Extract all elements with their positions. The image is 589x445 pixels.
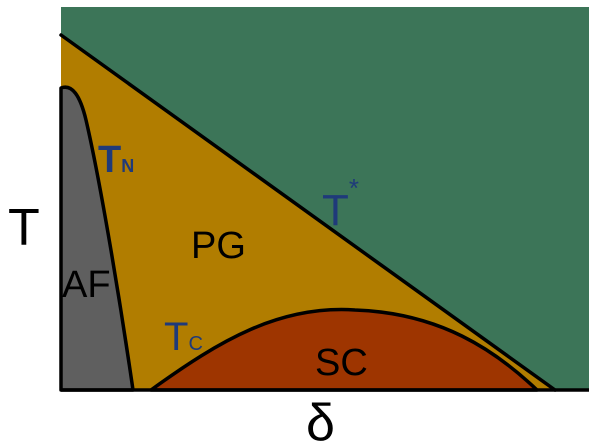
tn-main: T bbox=[98, 139, 121, 181]
tstar-line-label: T* bbox=[322, 173, 359, 235]
tstar-main: T bbox=[322, 186, 349, 235]
y-axis-label: T bbox=[8, 199, 40, 257]
tn-subscript: N bbox=[121, 156, 134, 176]
sc-region-label: SC bbox=[315, 342, 368, 384]
pg-region-label: PG bbox=[191, 225, 246, 267]
x-axis-label: δ bbox=[306, 394, 335, 445]
tc-subscript: C bbox=[188, 333, 202, 355]
antiferromagnet-region bbox=[59, 85, 135, 392]
tstar-line bbox=[59, 33, 557, 392]
tc-line-label: TC bbox=[164, 315, 203, 359]
superconductor-dome bbox=[149, 307, 539, 392]
af-region-label: AF bbox=[62, 264, 111, 306]
tn-line-label: TN bbox=[98, 139, 134, 181]
tstar-superscript: * bbox=[349, 173, 359, 203]
tc-main: T bbox=[164, 315, 188, 359]
